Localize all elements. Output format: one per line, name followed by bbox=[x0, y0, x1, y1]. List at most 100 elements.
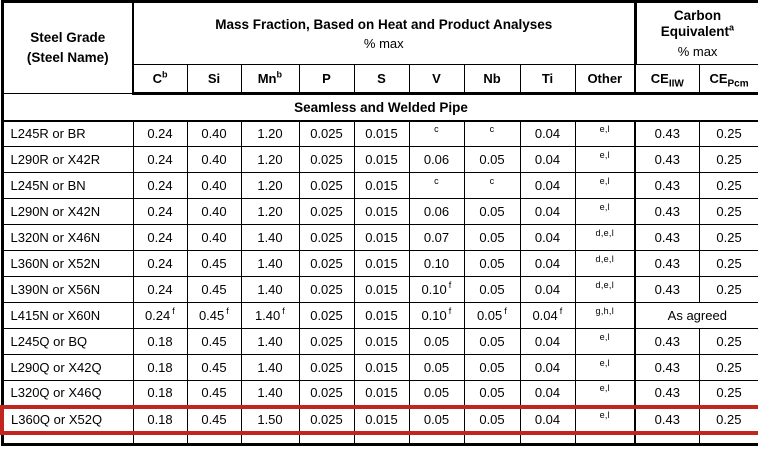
footnote-mark: c bbox=[434, 175, 439, 186]
value-cell: e,l bbox=[574, 354, 636, 381]
value-cell: 0.05 bbox=[408, 354, 465, 381]
value-cell: 0.025 bbox=[298, 198, 355, 225]
header-row-columns: Cb Si Mnb P S V Nb Ti Other CEIIW CEPcm bbox=[2, 64, 758, 95]
value-cell: 0.015 bbox=[353, 404, 410, 435]
footnote-mark: f bbox=[282, 305, 286, 316]
value-cell: 0.07 bbox=[408, 224, 465, 251]
value-cell: 0.05 f bbox=[463, 302, 521, 329]
footnote-mark: g,h,l bbox=[595, 305, 615, 316]
steel-grade-cell: L290R or X42R bbox=[1, 146, 134, 173]
table-body: Seamless and Welded Pipe L245R or BR 0.2… bbox=[0, 93, 758, 445]
value-cell: 1.40 bbox=[240, 380, 300, 407]
value-cell: 1.20 bbox=[240, 146, 300, 173]
col-header-ce-iiw: CEIIW bbox=[634, 64, 700, 95]
steel-grade-cell: L415N or X60N bbox=[1, 302, 134, 329]
value-cell: 0.015 bbox=[353, 146, 410, 173]
empty-cell bbox=[132, 432, 188, 445]
steel-grade-header-line2: (Steel Name) bbox=[26, 50, 109, 65]
footnote-mark: c bbox=[489, 123, 495, 134]
value-cell: 0.05 bbox=[463, 276, 521, 303]
header-row-top: Steel Grade (Steel Name) Mass Fraction, … bbox=[1, 1, 758, 94]
value-cell: 0.025 bbox=[298, 250, 355, 277]
value-cell: e,l bbox=[574, 120, 636, 147]
value-cell: 0.25 bbox=[698, 146, 758, 173]
value-cell: 0.025 bbox=[298, 276, 355, 303]
steel-grade-header-line1: Steel Grade bbox=[30, 30, 106, 46]
value-cell: 0.05 bbox=[463, 198, 521, 225]
value-cell: 0.025 bbox=[298, 328, 355, 355]
value-cell: 0.43 bbox=[634, 328, 700, 355]
value-cell: 0.10 f bbox=[408, 302, 465, 329]
table-row: L390N or X56N 0.24 0.45 1.40 0.025 0.015 0.10… bbox=[1, 276, 758, 303]
value-cell: 1.40 bbox=[240, 250, 300, 277]
value-cell: 0.25 bbox=[698, 120, 758, 147]
footnote-mark: f bbox=[559, 305, 563, 316]
value-cell: 0.24 bbox=[132, 276, 188, 303]
value-cell: 0.24 bbox=[132, 120, 188, 147]
value-cell: 1.50 bbox=[240, 404, 300, 435]
value-cell: d,e,l bbox=[574, 276, 636, 303]
value-cell: 0.06 bbox=[408, 146, 465, 173]
steel-grade-cell: L360N or X52N bbox=[1, 250, 134, 277]
table-row: L245Q or BQ 0.18 0.45 1.40 0.025 0.015 0.05 0.… bbox=[1, 328, 758, 355]
value-cell: 1.40 f bbox=[240, 302, 300, 329]
value-cell: 0.025 bbox=[298, 354, 355, 381]
value-cell: 1.20 bbox=[240, 120, 300, 147]
value-cell: d,e,l bbox=[574, 224, 636, 251]
value-cell: e,l bbox=[574, 328, 636, 355]
value-cell: 0.05 bbox=[463, 354, 521, 381]
value-cell: 0.04 bbox=[519, 404, 576, 435]
steel-grade-cell: L320N or X46N bbox=[1, 224, 134, 251]
value-cell: c bbox=[408, 120, 465, 147]
empty-cell bbox=[353, 432, 410, 445]
footnote-mark: e,l bbox=[599, 357, 610, 368]
value-cell: 0.25 bbox=[698, 276, 758, 303]
table-row: L290Q or X42Q 0.18 0.45 1.40 0.025 0.015 0.05… bbox=[1, 354, 758, 381]
steel-grade-cell: L320Q or X46Q bbox=[1, 380, 134, 407]
footnote-mark: e,l bbox=[599, 149, 610, 160]
value-cell: 0.05 bbox=[408, 380, 465, 407]
value-cell: 0.025 bbox=[298, 302, 355, 329]
section-title-row: Seamless and Welded Pipe bbox=[2, 93, 758, 122]
section-title: Seamless and Welded Pipe bbox=[2, 93, 758, 122]
value-cell: 0.18 bbox=[132, 404, 188, 435]
steel-grade-cell: L245Q or BQ bbox=[1, 328, 134, 355]
clipped-next-row bbox=[1, 432, 758, 445]
value-cell: 0.40 bbox=[186, 224, 242, 251]
carbon-equivalent-title: Carbon Equivalenta bbox=[660, 7, 735, 39]
value-cell: 0.43 bbox=[634, 276, 700, 303]
footnote-mark: e,l bbox=[599, 175, 610, 186]
steel-grade-cell: L390N or X56N bbox=[1, 276, 134, 303]
footnote-mark: e,l bbox=[599, 331, 610, 342]
footnote-mark: d,e,l bbox=[595, 227, 615, 238]
value-cell: 1.40 bbox=[240, 328, 300, 355]
value-cell: g,h,l bbox=[574, 302, 636, 329]
value-cell: 0.04 bbox=[519, 328, 576, 355]
value-cell: 0.015 bbox=[353, 224, 410, 251]
value-cell: 0.45 f bbox=[186, 302, 242, 329]
value-cell: 0.05 bbox=[463, 224, 521, 251]
value-cell: 0.015 bbox=[353, 354, 410, 381]
value-cell: 0.43 bbox=[634, 354, 700, 381]
value-cell: 0.025 bbox=[298, 224, 355, 251]
value-cell: 0.04 bbox=[519, 120, 576, 147]
footnote-mark: c bbox=[489, 175, 495, 186]
steel-grade-header: Steel Grade (Steel Name) bbox=[1, 1, 134, 94]
value-cell: 0.24 bbox=[132, 146, 188, 173]
empty-cell bbox=[574, 432, 636, 445]
carbon-equivalent-max-label: % max bbox=[677, 43, 718, 59]
value-cell: 0.24 bbox=[132, 224, 188, 251]
value-cell: 0.18 bbox=[132, 328, 188, 355]
footnote-mark: d,e,l bbox=[595, 253, 615, 264]
footnote-mark: e,l bbox=[599, 409, 610, 420]
value-cell: 1.40 bbox=[240, 354, 300, 381]
value-cell: 0.04 bbox=[519, 146, 576, 173]
table-row: L245N or BN 0.24 0.40 1.20 0.025 0.015 c c 0.04… bbox=[1, 172, 758, 199]
value-cell: 0.43 bbox=[634, 380, 700, 407]
value-cell: 0.015 bbox=[353, 276, 410, 303]
table-row: L320Q or X46Q 0.18 0.45 1.40 0.025 0.015 0.05… bbox=[1, 380, 758, 407]
value-cell: 0.015 bbox=[353, 172, 410, 199]
table-row: L290R or X42R 0.24 0.40 1.20 0.025 0.015 0.06… bbox=[1, 146, 758, 173]
empty-cell bbox=[463, 432, 521, 445]
